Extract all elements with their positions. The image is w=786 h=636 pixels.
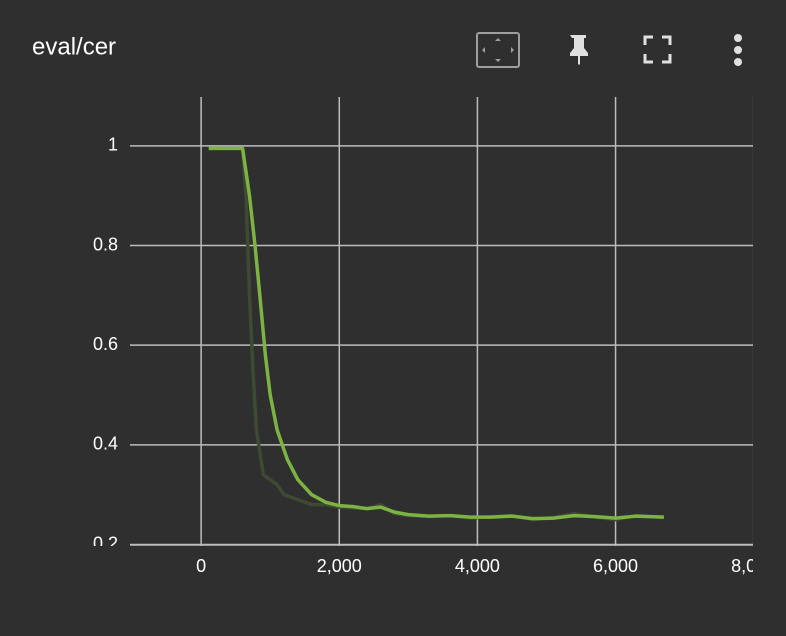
fit-button[interactable] [476,32,520,68]
y-tick-label: 0.4 [93,434,118,454]
x-tick-label: 6,000 [593,556,638,576]
pin-button[interactable] [570,35,588,65]
x-tick-label: 0 [196,556,206,576]
menu-button[interactable] [734,34,742,66]
y-tick-label: 0.6 [93,334,118,354]
series-line [208,146,664,521]
series-line [208,146,665,522]
y-tick-label: 0.2 [93,533,118,553]
x-tick-label: 2,000 [317,556,362,576]
y-tick-label: 1 [108,135,118,155]
y-tick-label: 0.8 [93,234,118,254]
fullscreen-button[interactable] [643,35,672,64]
x-tick-label: 4,000 [455,556,500,576]
chart-title: eval/cer [32,33,116,60]
x-tick-label: 8,000 [731,556,776,576]
